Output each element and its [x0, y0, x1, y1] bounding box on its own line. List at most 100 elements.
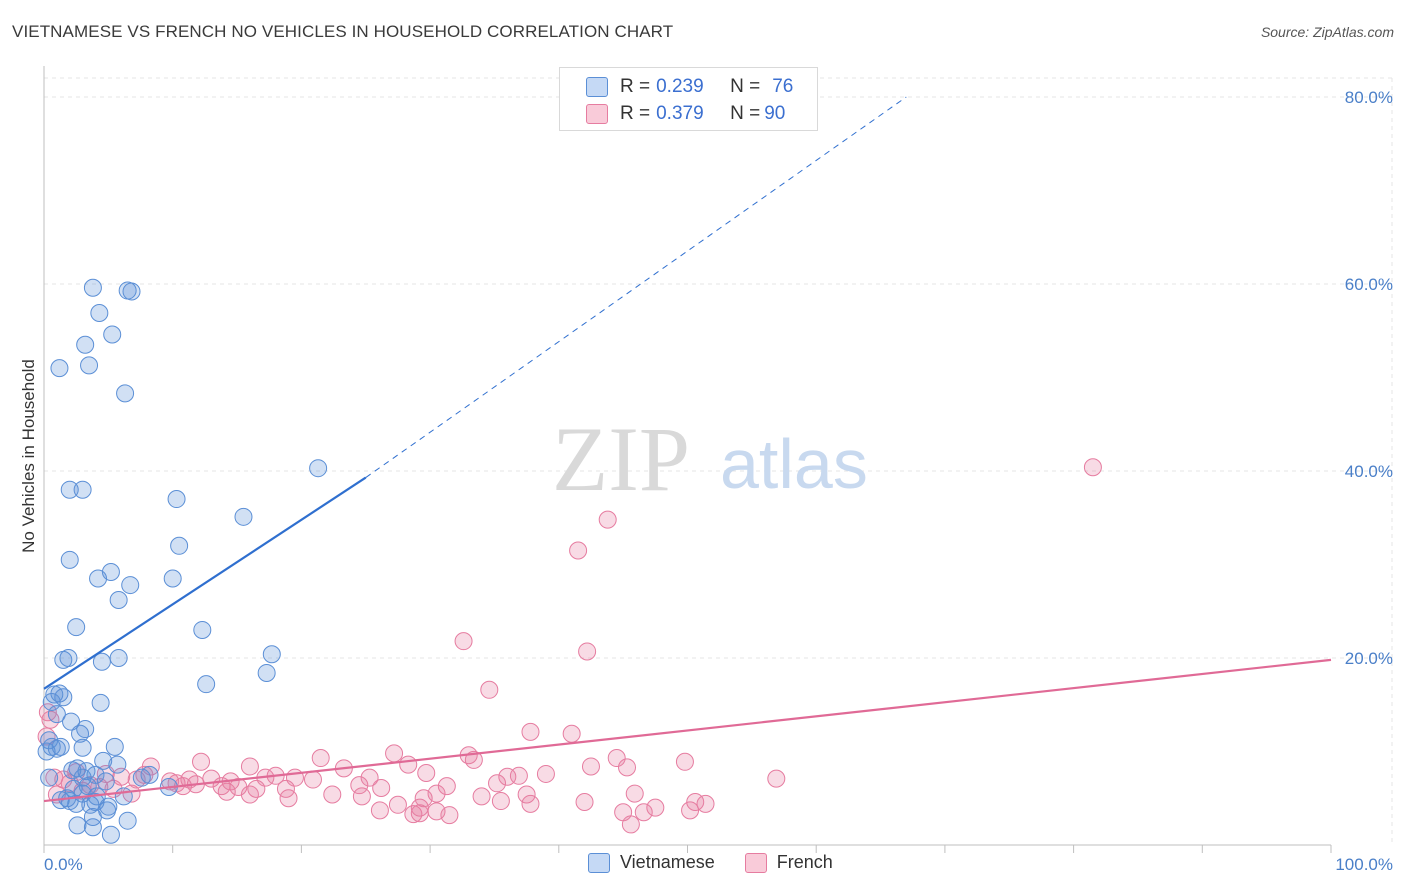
point-vietnamese — [257, 663, 276, 682]
point-vietnamese — [105, 737, 124, 756]
bottom-legend-swatch-vietnamese — [588, 852, 610, 873]
bottom-legend-swatch-french — [744, 852, 767, 873]
point-french — [303, 770, 322, 789]
point-vietnamese — [76, 335, 95, 354]
bottom-legend-french: French — [744, 852, 833, 873]
point-french — [521, 722, 540, 741]
trend-lines — [43, 96, 1332, 803]
point-vietnamese — [62, 712, 81, 731]
point-french — [399, 755, 418, 774]
point-vietnamese — [163, 569, 182, 588]
point-french — [437, 777, 456, 796]
legend-row-french: R = 0.379 N = 90 — [586, 101, 785, 127]
legend: R = 0.239 N = 76 R = 0.379 N = 90 — [559, 67, 818, 131]
point-vietnamese — [114, 787, 133, 806]
point-vietnamese — [51, 737, 70, 756]
bottom-legend-vietnamese: Vietnamese — [588, 852, 715, 873]
point-french — [696, 794, 715, 813]
point-vietnamese — [83, 807, 102, 826]
point-french — [646, 798, 665, 817]
y-axis-label: No Vehicles in Household — [19, 359, 38, 553]
point-french — [575, 792, 594, 811]
point-vietnamese — [96, 772, 115, 791]
point-french — [488, 774, 507, 793]
watermark-zip: ZIP — [552, 408, 690, 510]
point-vietnamese — [71, 724, 90, 743]
trend-line-french — [43, 658, 1332, 803]
point-french — [618, 758, 637, 777]
bottom-legend: Vietnamese French — [588, 852, 863, 873]
legend-r-label: R = — [620, 76, 651, 97]
trend-line-vietnamese-extension — [365, 96, 907, 478]
point-french — [480, 680, 499, 699]
point-french — [360, 768, 379, 787]
french-points — [37, 458, 1102, 834]
point-french — [581, 757, 600, 776]
point-vietnamese — [108, 755, 127, 774]
point-vietnamese — [121, 576, 140, 595]
point-vietnamese — [42, 692, 61, 711]
point-french — [350, 776, 369, 795]
point-french — [427, 784, 446, 803]
point-french — [521, 794, 540, 813]
point-french — [634, 803, 653, 822]
point-french — [370, 801, 389, 820]
legend-n-value: 90 — [764, 103, 786, 124]
y-tick-label: 80.0% — [1345, 88, 1393, 107]
legend-swatch-french — [586, 104, 608, 124]
point-french — [1083, 458, 1102, 477]
legend-r-value: 0.379 — [656, 103, 704, 124]
point-vietnamese — [197, 675, 216, 694]
point-vietnamese — [73, 480, 92, 499]
vietnamese-points — [37, 278, 328, 844]
point-french — [464, 750, 483, 769]
legend-n-value: 76 — [772, 76, 794, 97]
point-french — [240, 757, 259, 776]
point-vietnamese — [60, 550, 79, 569]
point-french — [607, 749, 626, 768]
axes — [43, 66, 1332, 853]
source-label: Source: ZipAtlas.com — [1260, 24, 1394, 40]
point-vietnamese — [89, 569, 108, 588]
point-french — [311, 749, 330, 768]
point-vietnamese — [78, 777, 97, 796]
point-french — [472, 787, 491, 806]
point-french — [517, 785, 536, 804]
point-french — [240, 785, 259, 804]
point-french — [410, 798, 429, 817]
bottom-legend-label-vietnamese: Vietnamese — [620, 852, 715, 872]
point-french — [621, 815, 640, 834]
x-tick-label: 100.0% — [1335, 855, 1393, 874]
point-vietnamese — [37, 742, 56, 761]
point-french — [454, 632, 473, 651]
point-french — [38, 703, 57, 722]
legend-row-vietnamese: R = 0.239 N = 76 — [586, 74, 793, 100]
point-vietnamese — [50, 359, 69, 378]
point-vietnamese — [91, 693, 110, 712]
y-tick-label: 40.0% — [1345, 462, 1393, 481]
point-vietnamese — [73, 738, 92, 757]
point-french — [372, 778, 391, 797]
point-french — [192, 752, 211, 771]
point-french — [279, 789, 298, 808]
point-vietnamese — [167, 490, 186, 509]
legend-r-label: R = — [620, 103, 651, 124]
point-french — [578, 642, 597, 661]
point-french — [681, 801, 700, 820]
point-vietnamese — [309, 459, 328, 478]
legend-n-label: N = — [730, 76, 761, 97]
legend-r-value: 0.239 — [656, 76, 704, 97]
trend-line-vietnamese — [43, 476, 367, 690]
point-vietnamese — [193, 620, 212, 639]
x-tick-label: 0.0% — [44, 855, 83, 874]
point-french — [536, 764, 555, 783]
point-vietnamese — [83, 818, 102, 837]
point-vietnamese — [47, 705, 66, 724]
watermark-atlas: atlas — [720, 425, 868, 503]
point-vietnamese — [60, 480, 79, 499]
point-french — [417, 764, 436, 783]
point-vietnamese — [132, 768, 151, 787]
point-vietnamese — [83, 278, 102, 297]
point-vietnamese — [92, 652, 111, 671]
legend-n-label: N = — [730, 103, 761, 124]
